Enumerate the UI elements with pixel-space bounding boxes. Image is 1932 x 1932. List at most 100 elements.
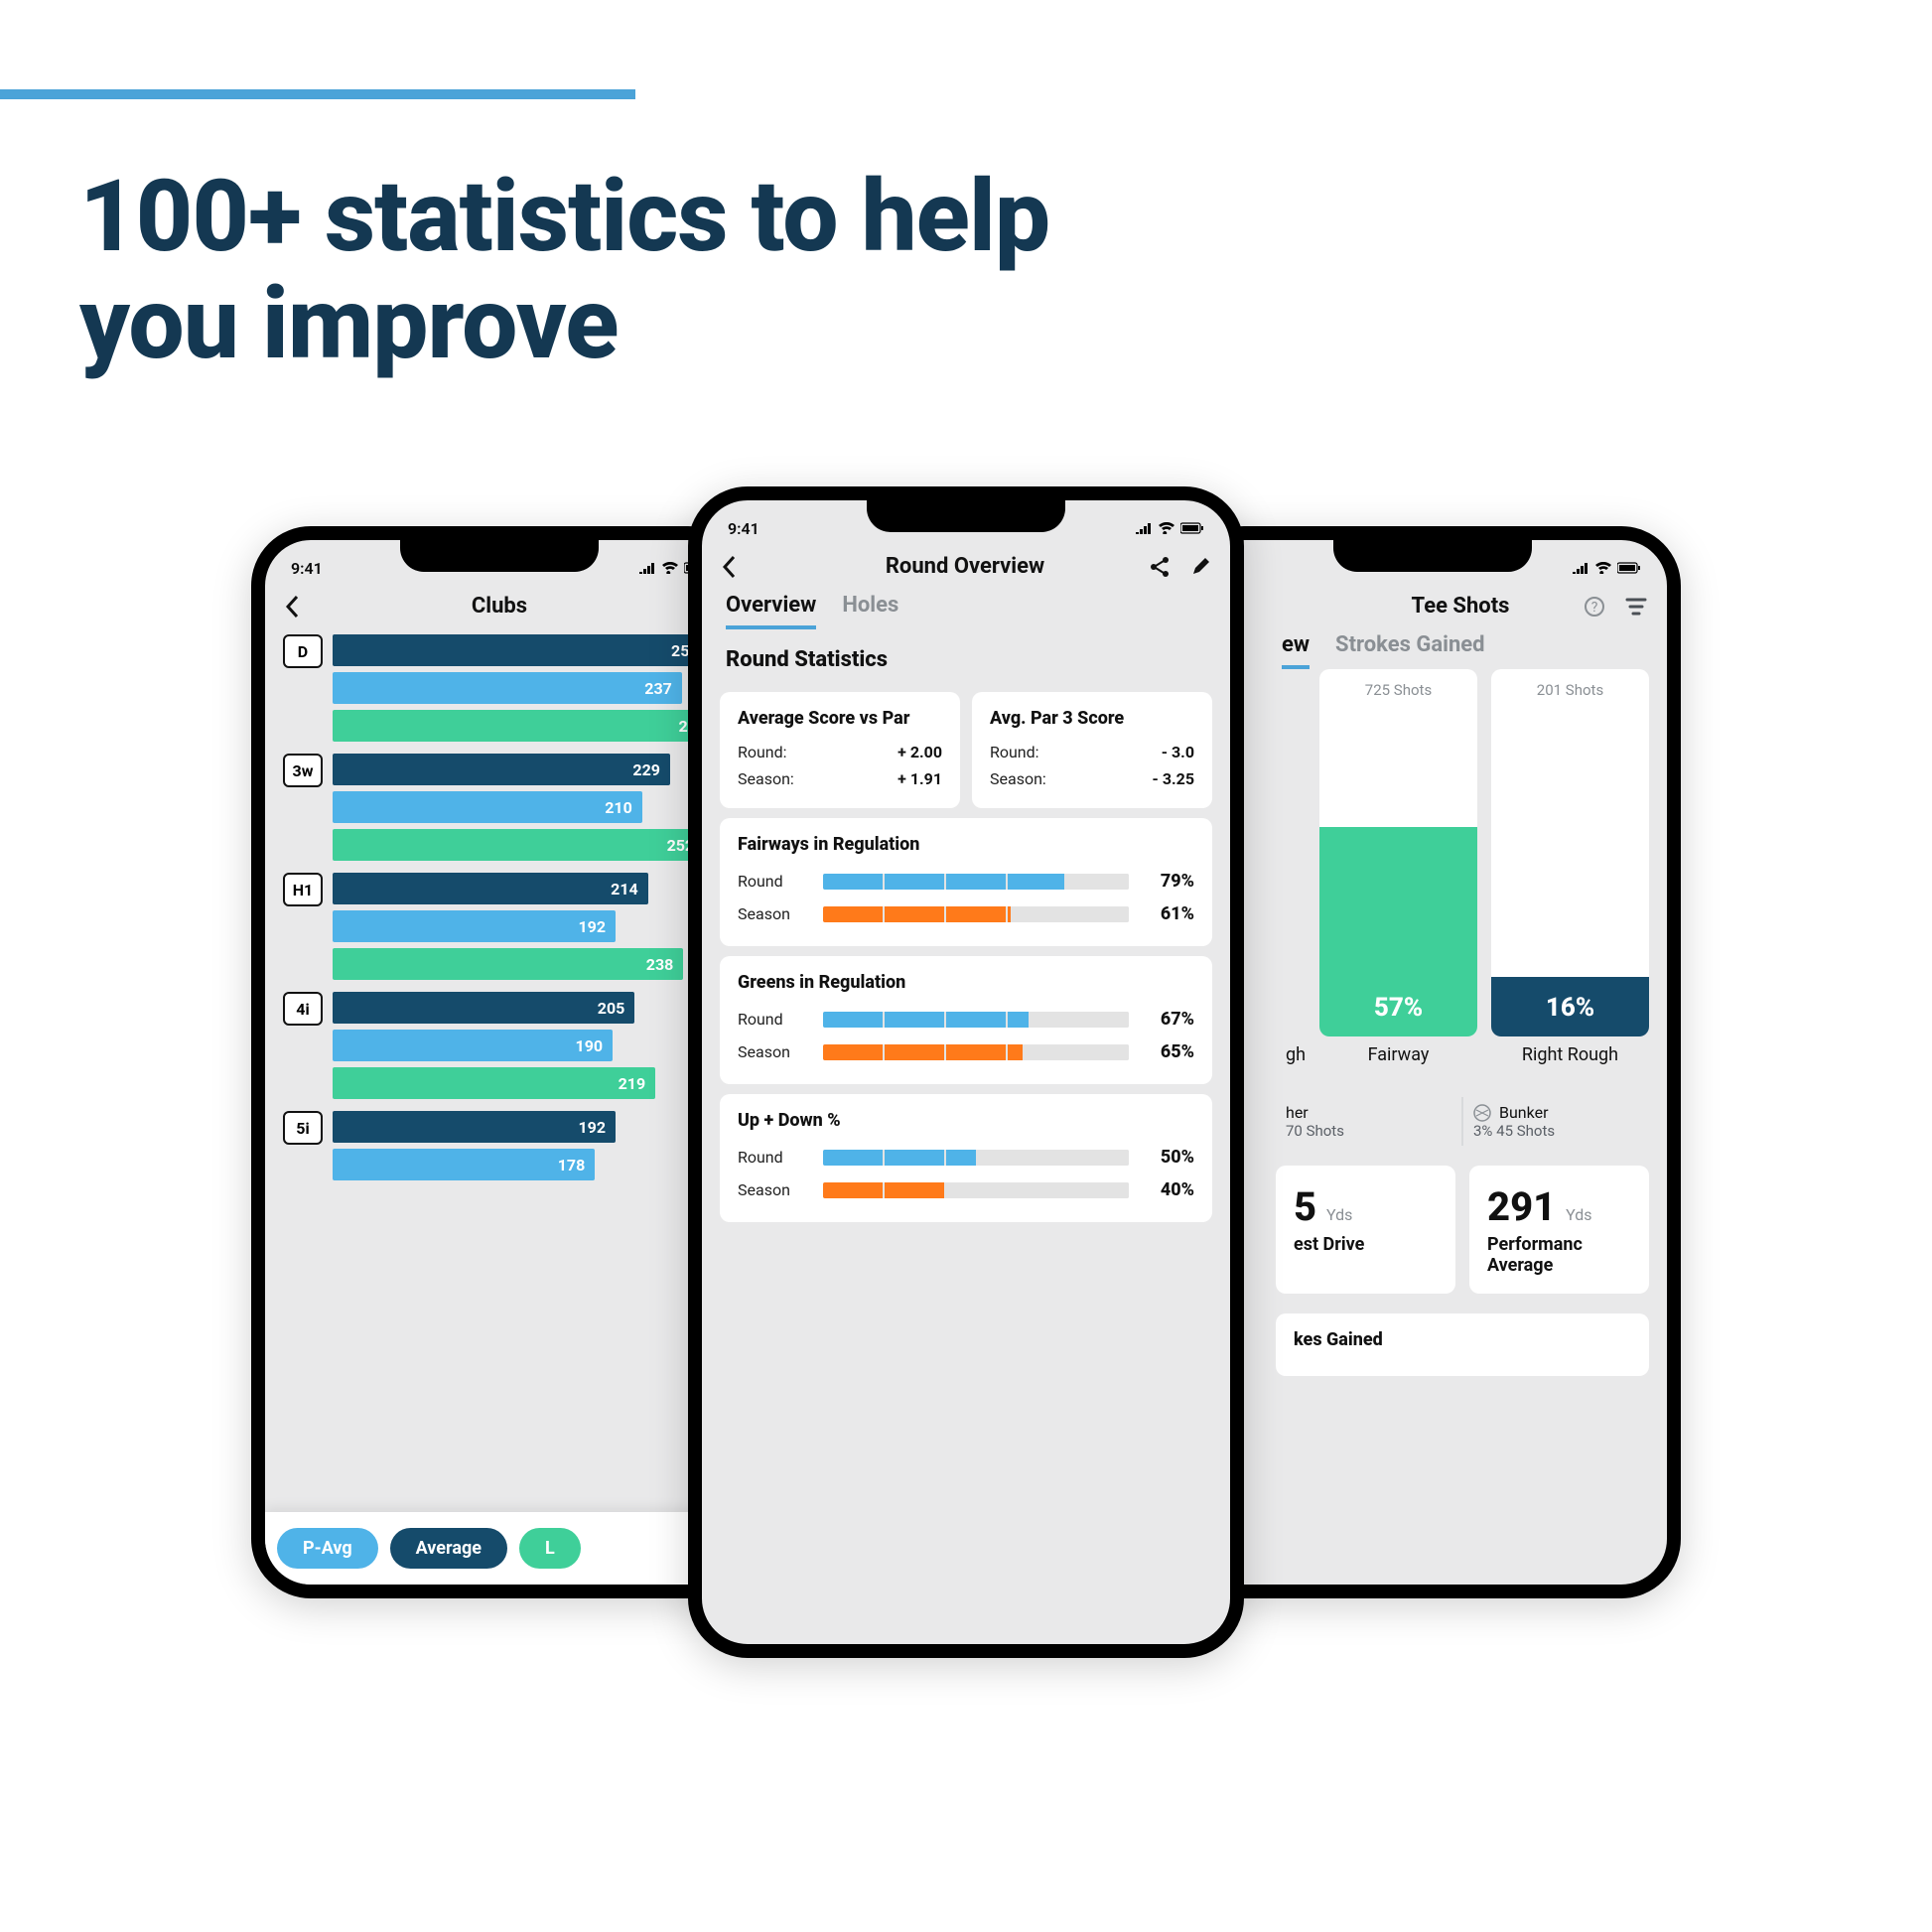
progress-bar	[823, 1182, 1129, 1198]
shot-count: 725 Shots	[1365, 669, 1432, 699]
phone-tee-shots: Tee Shots ? ew Strokes Gained 725 Shots 5…	[1184, 526, 1681, 1598]
mini-stat: Bunker 3% 45 Shots	[1461, 1097, 1649, 1146]
mini-stat: her 70 Shots	[1276, 1097, 1461, 1146]
filter-pill[interactable]: P-Avg	[277, 1528, 378, 1569]
value: + 1.91	[897, 769, 942, 788]
status-icons	[1572, 562, 1641, 574]
metric-card: Greens in RegulationRound67%Season65%	[720, 956, 1212, 1084]
tab-holes[interactable]: Holes	[842, 593, 898, 629]
filter-pill[interactable]: Average	[390, 1528, 507, 1569]
shot-count: 201 Shots	[1537, 669, 1603, 699]
club-row: 4i 205 190 219	[265, 986, 734, 1105]
progress-bar	[823, 1150, 1129, 1166]
mini-stats: her 70 Shots Bunker 3% 45 Shots	[1276, 1097, 1649, 1146]
tabs: ew Strokes Gained	[1258, 628, 1667, 669]
value: - 3.0	[1162, 743, 1194, 761]
club-bar: 210	[333, 791, 642, 823]
progress-bar	[823, 1044, 1129, 1060]
wifi-icon	[1595, 562, 1611, 574]
unit: Yds	[1326, 1205, 1352, 1224]
metric-card: Up + Down %Round50%Season40%	[720, 1094, 1212, 1222]
phone-notch	[867, 498, 1065, 532]
club-badge: 4i	[283, 992, 323, 1026]
label-season: Season:	[990, 769, 1046, 788]
clubs-list: D 255 237 260 3w229210252H1214192238 4i 205 190…	[265, 628, 734, 1186]
status-time: 9:41	[728, 519, 759, 538]
percent: 67%	[1141, 1009, 1194, 1030]
club-bar: 237	[333, 672, 682, 704]
nav-bar: Clubs	[265, 584, 734, 628]
big-card: 291 Yds Performanc Average	[1469, 1166, 1649, 1294]
metric-card: Fairways in RegulationRound79%Season61%	[720, 818, 1212, 946]
label: Round	[738, 872, 811, 891]
percent: 50%	[1141, 1147, 1194, 1168]
back-icon[interactable]	[285, 595, 301, 619]
filter-pill[interactable]: L	[519, 1528, 581, 1569]
wifi-icon	[662, 562, 678, 574]
label-round: Round:	[738, 743, 787, 761]
metric-cards: Fairways in RegulationRound79%Season61%G…	[702, 818, 1230, 1222]
metric-row: Season61%	[738, 897, 1194, 930]
value: - 3.25	[1153, 769, 1194, 788]
club-bar: 219	[333, 1067, 655, 1099]
signal-icon	[638, 562, 656, 574]
club-row: 5i192178	[265, 1105, 734, 1186]
percent: 79%	[1141, 871, 1194, 892]
section-title: Round Statistics	[702, 629, 1230, 682]
club-bar: 192	[333, 1111, 616, 1143]
caption: gh	[1276, 1036, 1306, 1083]
club-bar: 205	[333, 992, 634, 1024]
screen-title: Tee Shots	[1412, 594, 1510, 619]
club-bar: 192	[333, 910, 616, 942]
back-icon[interactable]	[722, 555, 738, 579]
big-card: 5 Yds est Drive	[1276, 1166, 1455, 1294]
tabs: Overview Holes	[702, 589, 1230, 629]
phone-round-overview: 9:41 Round Overview Overview	[688, 486, 1244, 1658]
title: Bunker	[1499, 1103, 1548, 1122]
club-bar: 190	[333, 1030, 613, 1061]
label-season: Season:	[738, 769, 794, 788]
club-bar: 260	[333, 710, 716, 742]
big-cards: 5 Yds est Drive 291 Yds Performanc Avera…	[1276, 1166, 1649, 1294]
signal-icon	[1135, 522, 1153, 534]
shot-captions: gh Fairway Right Rough	[1258, 1036, 1667, 1083]
tab-overview[interactable]: ew	[1282, 632, 1310, 669]
edit-icon[interactable]	[1190, 557, 1210, 577]
share-icon[interactable]	[1149, 556, 1171, 578]
club-row: H1214192238	[265, 867, 734, 986]
metric-row: Round50%	[738, 1141, 1194, 1173]
progress-bar	[823, 874, 1129, 890]
shot-fill: 57%	[1319, 827, 1477, 1036]
club-bar: 255	[333, 634, 709, 666]
metric-row: Season 40%	[738, 1173, 1194, 1206]
help-icon[interactable]: ?	[1584, 596, 1605, 618]
label-round: Round:	[990, 743, 1039, 761]
battery-icon	[1617, 562, 1641, 574]
accent-bar	[0, 89, 635, 99]
filter-icon[interactable]	[1625, 597, 1647, 617]
club-row: 3w229210252	[265, 748, 734, 867]
label: Season	[738, 1180, 811, 1199]
card-title: Avg. Par 3 Score	[990, 708, 1194, 729]
battery-icon	[1180, 522, 1204, 534]
tab-overview[interactable]: Overview	[726, 593, 816, 629]
label: Performanc Average	[1487, 1234, 1631, 1276]
percent: 40%	[1141, 1179, 1194, 1200]
card-title: kes Gained	[1294, 1329, 1631, 1350]
card-avg-score: Average Score vs Par Round:+ 2.00 Season…	[720, 692, 960, 808]
tab-strokes-gained[interactable]: Strokes Gained	[1335, 632, 1485, 669]
shot-fill: 16%	[1491, 977, 1649, 1036]
club-bar: 229	[333, 754, 670, 785]
nav-bar: Tee Shots ?	[1258, 584, 1667, 628]
shot-column: 201 Shots 16%	[1491, 669, 1649, 1036]
headline: 100+ statistics to helpyou improve	[79, 164, 1049, 378]
club-badge: D	[283, 634, 323, 668]
progress-bar	[823, 906, 1129, 922]
shot-columns: 725 Shots 57% 201 Shots 16%	[1258, 669, 1667, 1036]
club-bar: 238	[333, 948, 683, 980]
label: Round	[738, 1010, 811, 1029]
caption: Fairway	[1319, 1036, 1477, 1083]
shot-column: 725 Shots 57%	[1319, 669, 1477, 1036]
wifi-icon	[1159, 522, 1174, 534]
phone-notch	[1333, 538, 1532, 572]
